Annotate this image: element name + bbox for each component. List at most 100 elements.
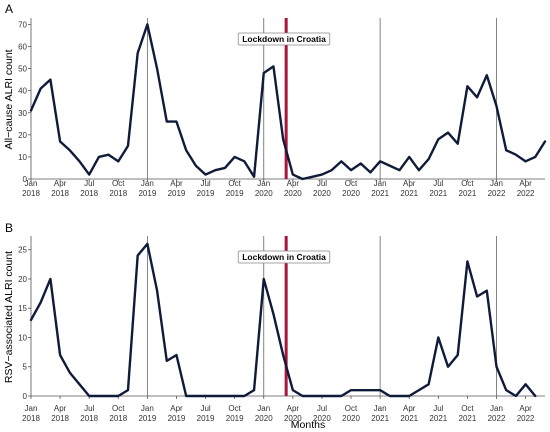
x-tick-label-month: Oct [461, 404, 474, 413]
x-tick-label-month: Jul [84, 179, 94, 188]
x-tick-label-month: Jan [141, 404, 154, 413]
x-tick-label-year: 2019 [226, 414, 244, 423]
lockdown-label: Lockdown in Croatia [242, 34, 326, 44]
x-tick-label-month: Jul [200, 404, 210, 413]
x-tick-label-month: Oct [345, 179, 358, 188]
x-tick-label-month: Apr [170, 179, 183, 188]
x-tick-label-month: Apr [519, 179, 532, 188]
x-tick-label-year: 2022 [517, 414, 535, 423]
y-tick-label: 50 [18, 65, 27, 74]
x-tick-label-month: Oct [345, 404, 358, 413]
x-tick-label-month: Jul [433, 404, 443, 413]
x-tick-label-year: 2021 [459, 414, 477, 423]
x-tick-label-year: 2018 [80, 189, 98, 198]
x-tick-label-month: Apr [287, 404, 300, 413]
x-tick-label-month: Jan [25, 179, 38, 188]
x-tick-label-month: Jan [25, 404, 38, 413]
y-axis-title: All−cause ALRI count [3, 49, 15, 149]
y-tick-label: 30 [18, 109, 27, 118]
x-tick-label-year: 2021 [400, 414, 418, 423]
x-tick-label-year: 2020 [313, 189, 331, 198]
x-tick-label-month: Jan [374, 404, 387, 413]
x-tick-label-month: Jul [317, 179, 327, 188]
x-tick-label-month: Jan [141, 179, 154, 188]
y-tick-label: 20 [18, 131, 27, 140]
y-tick-label: 60 [18, 43, 27, 52]
x-tick-label-year: 2021 [371, 189, 389, 198]
x-tick-label-month: Jan [257, 404, 270, 413]
series-line [29, 23, 547, 181]
x-tick-label-month: Apr [403, 179, 416, 188]
x-tick-label-year: 2018 [109, 414, 127, 423]
x-tick-label-year: 2021 [429, 189, 447, 198]
y-tick-label: 0 [23, 175, 28, 184]
x-tick-label-year: 2018 [22, 414, 40, 423]
y-tick-label: 40 [18, 87, 27, 96]
x-tick-label-year: 2019 [138, 189, 156, 198]
x-tick-label-year: 2020 [255, 189, 273, 198]
x-tick-label-month: Jul [317, 404, 327, 413]
y-axis-title: RSV−associated ALRI count [3, 251, 15, 383]
x-tick-label-month: Apr [54, 179, 67, 188]
panel-label: B [5, 221, 13, 235]
lockdown-label-box [237, 250, 331, 264]
lockdown-label: Lockdown in Croatia [242, 252, 326, 262]
x-tick-label-year: 2019 [168, 189, 186, 198]
x-tick-label-year: 2018 [51, 414, 69, 423]
x-tick-label-month: Jan [490, 404, 503, 413]
x-tick-label-month: Jan [257, 179, 270, 188]
x-tick-label-month: Apr [54, 404, 67, 413]
x-tick-label-month: Oct [228, 179, 241, 188]
x-tick-label-month: Oct [228, 404, 241, 413]
y-tick-label: 25 [18, 246, 27, 255]
x-tick-label-year: 2018 [109, 189, 127, 198]
y-tick-label: 10 [18, 153, 27, 162]
x-tick-label-month: Apr [170, 404, 183, 413]
y-tick-label: 20 [18, 275, 27, 284]
lockdown-label-box [237, 32, 331, 46]
x-axis-title: Months [291, 419, 325, 431]
x-tick-label-month: Jul [433, 179, 443, 188]
x-tick-label-year: 2019 [226, 189, 244, 198]
y-tick-label: 15 [18, 304, 27, 313]
x-tick-label-year: 2019 [197, 189, 215, 198]
x-tick-label-month: Oct [112, 179, 125, 188]
x-tick-label-year: 2021 [459, 189, 477, 198]
x-tick-label-year: 2018 [80, 414, 98, 423]
x-tick-label-month: Oct [461, 179, 474, 188]
x-tick-label-month: Jul [84, 404, 94, 413]
x-tick-label-year: 2021 [371, 414, 389, 423]
series-line [29, 242, 537, 398]
panel-label: A [5, 2, 13, 16]
x-tick-label-year: 2021 [429, 414, 447, 423]
x-tick-label-year: 2020 [342, 189, 360, 198]
x-tick-label-month: Jan [374, 179, 387, 188]
y-tick-label: 10 [18, 333, 27, 342]
x-tick-label-month: Jul [200, 179, 210, 188]
y-tick-label: 0 [23, 392, 28, 401]
x-tick-label-year: 2018 [51, 189, 69, 198]
x-tick-label-month: Jan [490, 179, 503, 188]
x-tick-label-year: 2020 [255, 414, 273, 423]
x-tick-label-year: 2018 [22, 189, 40, 198]
x-tick-label-year: 2022 [517, 189, 535, 198]
x-tick-label-year: 2020 [284, 414, 302, 423]
y-tick-label: 5 [23, 363, 28, 372]
x-tick-label-year: 2020 [284, 189, 302, 198]
y-tick-label: 70 [18, 20, 27, 29]
x-tick-label-month: Apr [287, 179, 300, 188]
x-tick-label-year: 2021 [400, 189, 418, 198]
x-tick-label-month: Apr [519, 404, 532, 413]
x-tick-label-year: 2020 [342, 414, 360, 423]
x-tick-label-year: 2022 [488, 189, 506, 198]
x-tick-label-year: 2022 [488, 414, 506, 423]
x-tick-label-year: 2019 [168, 414, 186, 423]
x-tick-label-month: Apr [403, 404, 416, 413]
x-tick-label-year: 2019 [197, 414, 215, 423]
x-tick-label-month: Oct [112, 404, 125, 413]
x-tick-label-year: 2020 [313, 414, 331, 423]
x-tick-label-year: 2019 [138, 414, 156, 423]
